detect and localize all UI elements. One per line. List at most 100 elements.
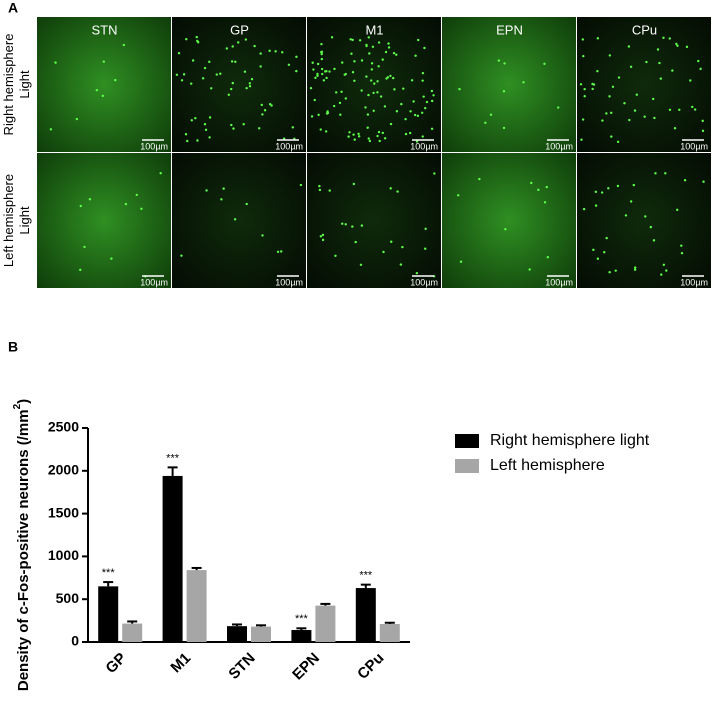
cell [230, 87, 233, 91]
cell [423, 46, 426, 50]
cell [114, 78, 117, 82]
y-axis-title: Density of c-Fos-positive neurons (/mm2) [12, 399, 32, 691]
cell [643, 115, 646, 118]
cell [231, 45, 234, 48]
cell [376, 80, 379, 83]
cell [180, 79, 184, 82]
cell [365, 75, 368, 78]
cell [321, 233, 325, 237]
cell [660, 273, 663, 276]
cell [215, 73, 218, 76]
cell [281, 51, 284, 54]
cell [316, 74, 319, 77]
cell [530, 181, 533, 185]
cell [596, 257, 600, 260]
column-label: GP [230, 22, 249, 37]
cell [140, 207, 143, 211]
cell [458, 87, 461, 91]
cell [393, 88, 396, 91]
cell [383, 105, 387, 108]
cell [402, 87, 405, 90]
cell [366, 126, 369, 129]
y-tick-label: 2000 [48, 462, 79, 478]
y-axis-title-sup: 2 [12, 403, 23, 409]
cell [671, 69, 674, 72]
cell [701, 119, 704, 123]
cell [653, 116, 656, 120]
cell [675, 42, 678, 46]
cell [358, 39, 362, 42]
cell [54, 61, 57, 64]
cell [201, 77, 205, 80]
cell [628, 118, 631, 122]
x-tick-label: GP [102, 650, 129, 677]
cell [245, 202, 248, 206]
cell [344, 72, 347, 76]
cell [601, 119, 604, 122]
micrograph [442, 153, 576, 288]
cell [360, 89, 363, 92]
cell [583, 94, 586, 98]
scale-bar-label: 100µm [275, 277, 303, 287]
micrograph [307, 153, 441, 288]
cell [676, 44, 679, 47]
cell [359, 263, 363, 267]
cell [377, 41, 381, 44]
cell [691, 105, 694, 109]
cell [124, 202, 128, 206]
cell [357, 135, 361, 138]
cell [611, 85, 615, 88]
column-label: STN [92, 22, 118, 37]
cell [79, 204, 82, 208]
cell [410, 79, 414, 82]
cell [582, 207, 586, 211]
cell [320, 52, 323, 56]
cell [545, 185, 548, 189]
cell [415, 271, 419, 275]
cell [323, 70, 327, 73]
cell [381, 131, 385, 135]
cell [376, 134, 379, 138]
cell [353, 79, 356, 82]
cell [191, 59, 195, 62]
scale-bar-label: 100µm [410, 141, 438, 151]
cell [629, 65, 633, 69]
significance-label: *** [166, 452, 180, 464]
cell [372, 109, 375, 112]
cell [316, 72, 319, 76]
cell [371, 45, 375, 48]
cell [415, 140, 419, 143]
micrograph [577, 17, 711, 152]
cell [624, 214, 628, 217]
y-tick-label: 1500 [48, 504, 79, 520]
scale-bar-label: 100µm [140, 141, 168, 151]
cell [276, 250, 280, 253]
bar [355, 588, 376, 642]
cell [456, 194, 460, 197]
cell [351, 71, 355, 74]
cell [372, 91, 375, 95]
micrograph [172, 17, 306, 152]
cell [261, 113, 264, 116]
cell [259, 65, 262, 68]
cell [110, 257, 113, 260]
cell [101, 94, 104, 98]
y-tick-label: 1000 [48, 547, 79, 563]
x-tick-label: M1 [167, 650, 194, 677]
cell [605, 236, 608, 240]
cell [317, 113, 320, 117]
scale-bar-label: 100µm [545, 141, 573, 151]
bar [122, 623, 143, 642]
cell [673, 127, 677, 130]
cell [412, 100, 415, 103]
cell [177, 52, 181, 55]
cell [633, 266, 637, 269]
cell [280, 250, 283, 253]
cell [425, 100, 429, 104]
cell [186, 139, 189, 143]
cell [614, 269, 617, 272]
cell [699, 67, 702, 71]
cell [316, 62, 320, 66]
cell [580, 138, 583, 141]
cell [401, 245, 404, 249]
